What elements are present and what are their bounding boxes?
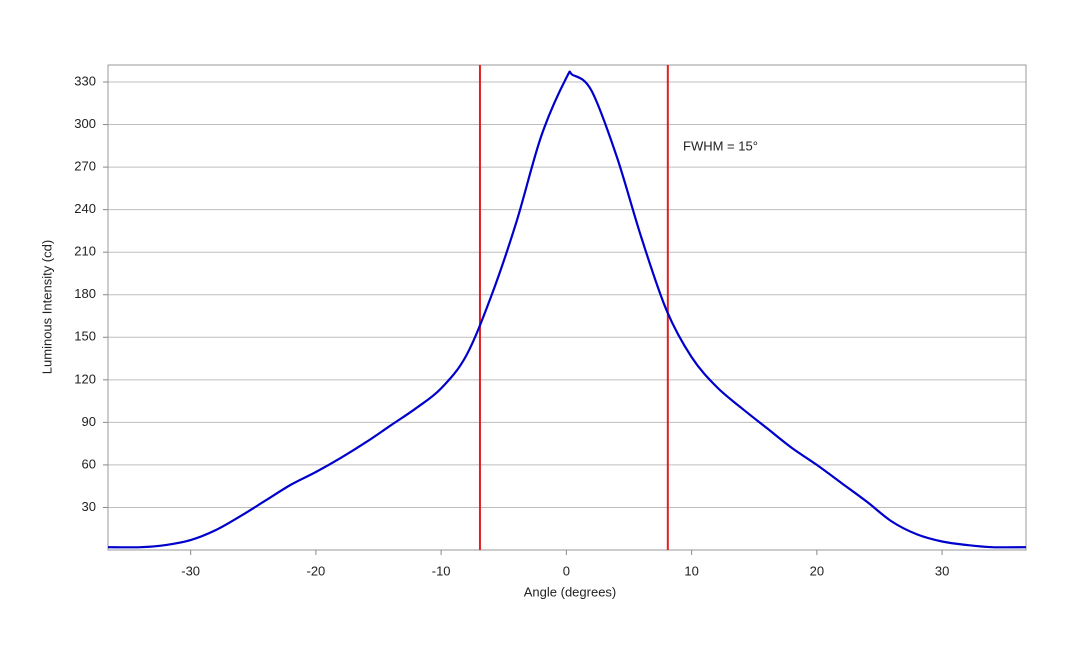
y-tick-label: 270 xyxy=(74,159,96,174)
y-tick-label: 240 xyxy=(74,201,96,216)
y-tick-label: 90 xyxy=(82,414,96,429)
x-tick-label: 30 xyxy=(935,563,949,578)
y-tick-label: 210 xyxy=(74,244,96,259)
data-line xyxy=(107,70,1027,549)
x-tick-label: 0 xyxy=(563,563,570,578)
x-tick-label: 20 xyxy=(810,563,824,578)
x-tick-label: -20 xyxy=(306,563,325,578)
annotation: FWHM = 15° xyxy=(683,138,758,153)
y-tick-label: 30 xyxy=(82,499,96,514)
x-tick-label: 10 xyxy=(684,563,698,578)
x-axis-label: Angle (degrees) xyxy=(524,584,617,599)
x-tick-label: -30 xyxy=(181,563,200,578)
y-tick-label: 150 xyxy=(74,329,96,344)
y-tick-label: 330 xyxy=(74,73,96,88)
x-tick-label: -10 xyxy=(432,563,451,578)
y-tick-label: 60 xyxy=(82,456,96,471)
y-axis-label: Luminous Intensity (cd) xyxy=(39,240,54,374)
y-tick-label: 120 xyxy=(74,371,96,386)
y-tick-label: 180 xyxy=(74,286,96,301)
y-tick-label: 300 xyxy=(74,116,96,131)
plot-frame xyxy=(107,64,1027,551)
